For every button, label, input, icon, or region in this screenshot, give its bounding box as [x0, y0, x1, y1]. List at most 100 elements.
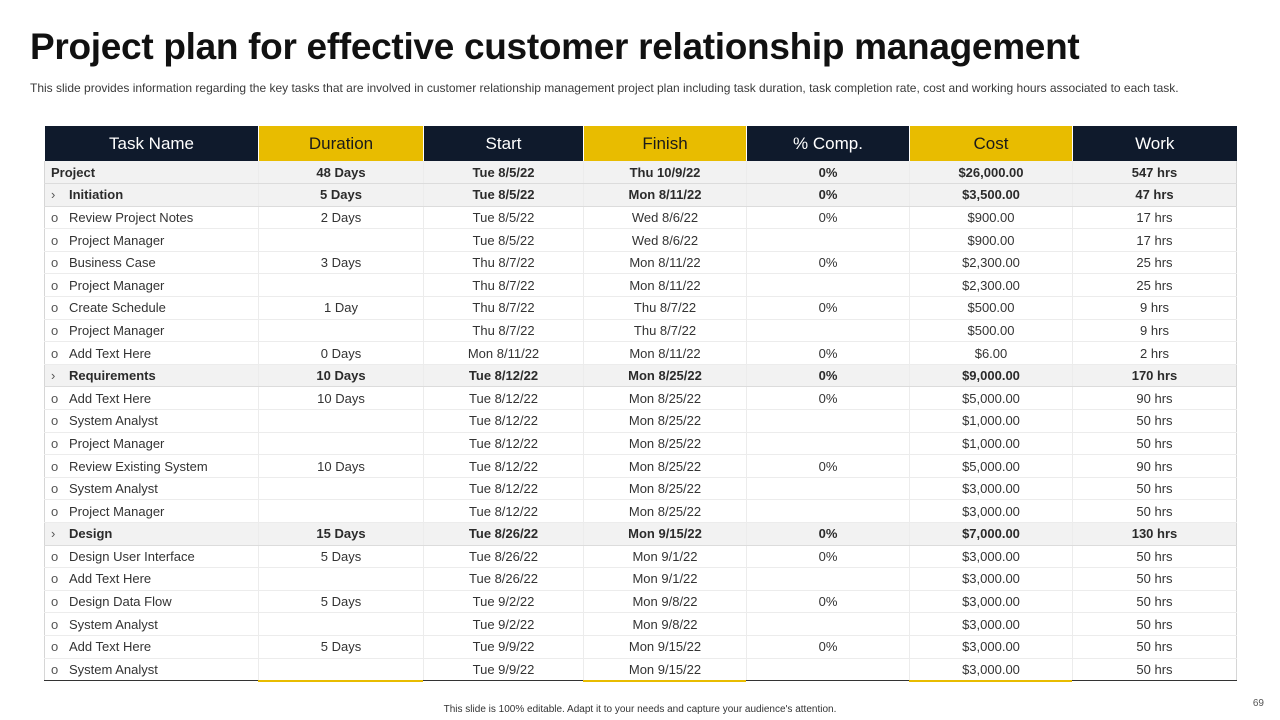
task-name-cell: o Project Manager [44, 432, 259, 456]
comp-cell: 0% [746, 590, 910, 614]
comp-cell: 0% [746, 251, 910, 275]
work-cell: 9 hrs [1072, 296, 1237, 320]
work-cell: 17 hrs [1072, 228, 1237, 252]
task-name: Design [69, 526, 113, 542]
table-row: o Review Project Notes 2 Days Tue 8/5/22 Wed… [44, 206, 1237, 230]
comp-cell [746, 612, 910, 636]
footer-note: This slide is 100% editable. Adapt it to… [443, 704, 837, 715]
cost-cell: $3,000.00 [909, 567, 1073, 591]
work-cell: 50 hrs [1072, 567, 1237, 591]
finish-cell: Mon 8/25/22 [583, 409, 747, 433]
bullet-icon: o [51, 255, 59, 271]
duration-cell: 5 Days [258, 635, 424, 659]
page-number: 69 [1252, 698, 1264, 709]
duration-cell [258, 658, 424, 682]
table-row: o Review Existing System 10 Days Tue 8/12/2… [44, 454, 1237, 478]
comp-cell: 0% [746, 454, 910, 478]
finish-cell: Mon 8/11/22 [583, 183, 747, 207]
expand-chevron-icon: › [51, 187, 56, 203]
task-name: Project [51, 164, 96, 180]
task-name-cell: o System Analyst [44, 658, 259, 682]
duration-cell [258, 432, 424, 456]
finish-cell: Mon 8/25/22 [583, 386, 747, 411]
table-row: o Add Text Here 0 Days Mon 8/11/22 Mon 8/11/… [44, 341, 1237, 365]
table-row: o Add Text Here 5 Days Tue 9/9/22 Mon 9/15/2… [44, 635, 1237, 659]
task-name-cell: o Add Text Here [44, 567, 259, 591]
task-name: Project Manager [69, 503, 165, 519]
table-row: o Design User Interface 5 Days Tue 8/26/22 M… [44, 545, 1237, 569]
cost-cell: $3,000.00 [909, 658, 1073, 682]
start-cell: Tue 9/9/22 [423, 635, 584, 659]
bullet-icon: o [51, 322, 59, 338]
comp-cell: 0% [746, 183, 910, 207]
duration-cell: 10 Days [258, 454, 424, 478]
bullet-icon: o [51, 594, 59, 610]
cost-cell: $5,000.00 [909, 454, 1073, 478]
task-name: Add Text Here [69, 390, 152, 406]
header-task-name: Task Name [44, 126, 259, 161]
cost-cell: $2,300.00 [909, 251, 1073, 275]
task-name: Add Text Here [69, 345, 152, 361]
finish-cell: Mon 9/15/22 [583, 658, 747, 682]
task-name: System Analyst [69, 661, 158, 677]
gold-underline-duration [258, 680, 423, 682]
bullet-icon: o [51, 503, 59, 519]
table-row: o System Analyst Tue 9/9/22 Mon 9/15/22 $3,0… [44, 658, 1237, 682]
bullet-icon: o [51, 300, 59, 316]
task-name: System Analyst [69, 616, 158, 632]
work-cell: 170 hrs [1072, 364, 1237, 388]
bullet-icon: o [51, 209, 59, 225]
comp-cell: 0% [746, 386, 910, 411]
duration-cell [258, 612, 424, 636]
start-cell: Tue 8/12/22 [423, 499, 584, 523]
summary-row: › Initiation 5 Days Tue 8/5/22 Mon 8/11/22 0%… [44, 183, 1237, 207]
start-cell: Tue 8/5/22 [423, 206, 584, 230]
start-cell: Tue 8/12/22 [423, 409, 584, 433]
cost-cell: $1,000.00 [909, 409, 1073, 433]
bullet-icon: o [51, 481, 59, 497]
start-cell: Mon 8/11/22 [423, 341, 584, 365]
comp-cell [746, 499, 910, 523]
task-name-cell: o Project Manager [44, 499, 259, 523]
finish-cell: Wed 8/6/22 [583, 228, 747, 252]
task-name: Business Case [69, 255, 156, 271]
gold-underline-cost [909, 680, 1072, 682]
work-cell: 50 hrs [1072, 590, 1237, 614]
start-cell: Tue 8/5/22 [423, 228, 584, 252]
comp-cell: 0% [746, 296, 910, 320]
finish-cell: Mon 9/15/22 [583, 522, 747, 546]
task-name-cell: o Business Case [44, 251, 259, 275]
table-header-row: Task Name Duration Start Finish % Comp. … [44, 126, 1237, 161]
work-cell: 25 hrs [1072, 273, 1237, 298]
table-row: o Design Data Flow 5 Days Tue 9/2/22 Mon 9/8… [44, 590, 1237, 614]
duration-cell: 1 Day [258, 296, 424, 320]
duration-cell [258, 319, 424, 343]
task-name: Initiation [69, 187, 124, 203]
duration-cell: 0 Days [258, 341, 424, 365]
task-name-cell: › Requirements [44, 364, 259, 388]
gold-underline-finish [583, 680, 746, 682]
task-name-cell: o Review Project Notes [44, 206, 259, 230]
bullet-icon: o [51, 435, 59, 451]
table-row: o Add Text Here 10 Days Tue 8/12/22 Mon 8/25… [44, 386, 1237, 411]
task-name: System Analyst [69, 481, 158, 497]
summary-row: Project 48 Days Tue 8/5/22 Thu 10/9/22 0% $26… [44, 161, 1237, 185]
cost-cell: $500.00 [909, 296, 1073, 320]
cost-cell: $6.00 [909, 341, 1073, 365]
start-cell: Tue 9/9/22 [423, 658, 584, 682]
slide-subtitle: This slide provides information regardin… [30, 81, 1179, 95]
work-cell: 17 hrs [1072, 206, 1237, 230]
finish-cell: Mon 8/11/22 [583, 341, 747, 365]
comp-cell [746, 658, 910, 682]
cost-cell: $2,300.00 [909, 273, 1073, 298]
start-cell: Tue 8/5/22 [423, 183, 584, 207]
work-cell: 2 hrs [1072, 341, 1237, 365]
task-name-cell: › Initiation [44, 183, 259, 207]
work-cell: 50 hrs [1072, 658, 1237, 682]
project-plan-table: Task Name Duration Start Finish % Comp. … [44, 126, 1237, 682]
task-name-cell: o Project Manager [44, 228, 259, 252]
duration-cell [258, 273, 424, 298]
start-cell: Thu 8/7/22 [423, 273, 584, 298]
task-name: Design User Interface [69, 548, 195, 564]
bullet-icon: o [51, 277, 59, 293]
